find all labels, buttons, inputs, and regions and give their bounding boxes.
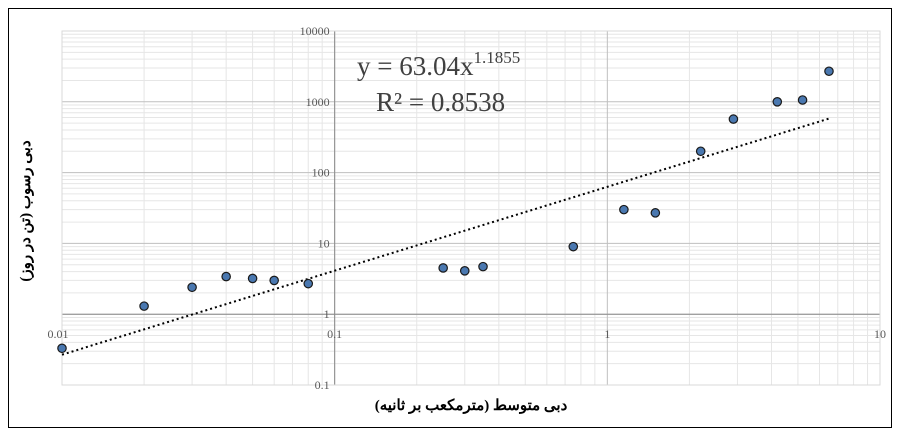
- data-point: [824, 66, 834, 77]
- data-point: [772, 97, 783, 107]
- data-point: [221, 271, 231, 282]
- y-tick-label: 1: [324, 307, 330, 321]
- trendline-equation: y = 63.04x1.1855: [357, 48, 520, 81]
- x-tick-label: 0.01: [48, 327, 69, 341]
- data-point: [438, 263, 448, 273]
- data-point: [619, 204, 629, 215]
- x-tick-labels: 0.01 0.1 1 10: [48, 327, 887, 341]
- y-tick-label: 0.1: [315, 378, 330, 392]
- trendline-equation-exponent: 1.1855: [473, 48, 520, 67]
- data-point: [247, 273, 258, 284]
- data-point: [269, 275, 279, 286]
- data-point: [568, 241, 579, 252]
- axes: [61, 30, 881, 386]
- data-point: [303, 278, 314, 289]
- y-tick-label: 10: [318, 236, 330, 250]
- data-points: [57, 66, 834, 354]
- data-point: [459, 266, 470, 276]
- y-tick-label: 100: [312, 166, 330, 180]
- x-axis-title: دبی متوسط (مترمکعب بر ثانیه): [375, 398, 568, 414]
- data-point: [139, 301, 149, 311]
- data-point: [728, 114, 739, 124]
- x-tick-label: 0.1: [327, 327, 342, 341]
- y-tick-labels: 0.1 1 10 100 1000 10000: [300, 24, 330, 392]
- trendline: [61, 117, 830, 356]
- data-point: [797, 95, 808, 105]
- y-axis-title: دبی رسوب (تن در روز): [18, 140, 34, 282]
- plot-area: [61, 30, 881, 386]
- x-tick-label: 10: [874, 327, 886, 341]
- data-point: [478, 261, 488, 272]
- data-point: [57, 343, 67, 354]
- minor-gridlines: [62, 31, 880, 385]
- data-point: [187, 282, 197, 293]
- data-point: [695, 146, 706, 157]
- y-tick-label: 1000: [306, 95, 330, 109]
- data-point: [650, 208, 661, 218]
- x-tick-label: 1: [604, 327, 610, 341]
- major-gridlines: [61, 30, 881, 386]
- trendline-layer: [61, 117, 830, 356]
- chart-frame: [8, 8, 892, 428]
- y-tick-label: 10000: [300, 24, 330, 38]
- trendline-r-squared: R² = 0.8538: [376, 87, 505, 117]
